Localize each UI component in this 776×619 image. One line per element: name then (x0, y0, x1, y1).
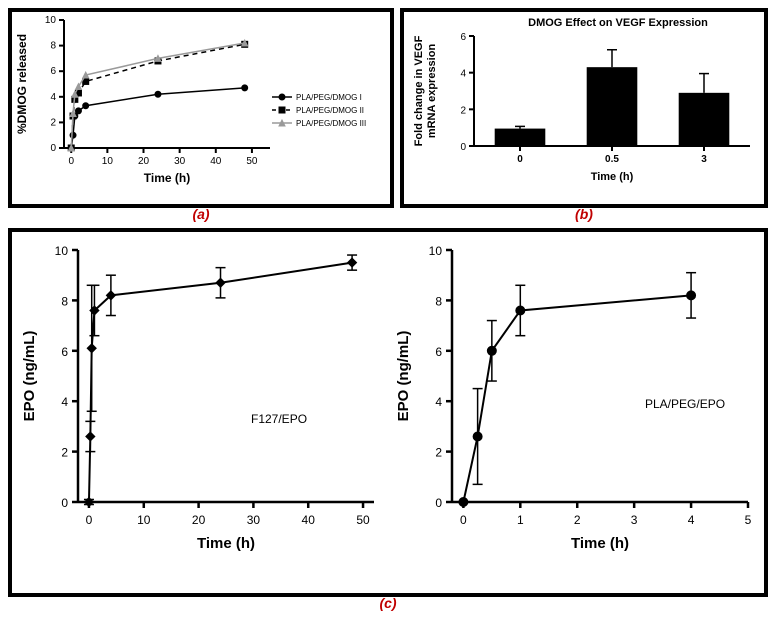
svg-text:0: 0 (50, 143, 56, 154)
svg-text:6: 6 (61, 345, 68, 359)
svg-text:4: 4 (688, 513, 695, 527)
svg-text:EPO (ng/mL): EPO (ng/mL) (395, 331, 412, 422)
panel-c: 024681001020304050Time (h)EPO (ng/mL)F12… (8, 228, 768, 597)
svg-text:0: 0 (68, 156, 74, 167)
svg-text:0: 0 (517, 154, 523, 165)
svg-text:0: 0 (61, 496, 68, 510)
svg-text:8: 8 (61, 294, 68, 308)
svg-text:30: 30 (247, 513, 261, 527)
svg-text:20: 20 (192, 513, 206, 527)
svg-text:0: 0 (460, 513, 467, 527)
svg-text:PLA/PEG/DMOG II: PLA/PEG/DMOG II (296, 106, 364, 115)
chart-a-svg: 0 2 4 6 8 10 0 10 20 30 40 50 Time (h) %DMOG released… (12, 12, 390, 188)
svg-text:Time (h): Time (h) (144, 171, 190, 185)
svg-text:4: 4 (50, 92, 56, 103)
svg-text:2: 2 (50, 117, 56, 128)
panel-b: DMOG Effect on VEGF Expression 0 2 4 6 Fold c… (400, 8, 768, 208)
svg-text:30: 30 (174, 156, 186, 167)
top-row: 024681001020304050Time (h)%DMOG released… (8, 8, 768, 222)
svg-text:4: 4 (460, 69, 466, 80)
svg-text:6: 6 (460, 32, 466, 43)
svg-text:Time (h): Time (h) (197, 535, 255, 552)
svg-text:10: 10 (45, 15, 57, 26)
chart-c-left-svg: 0 2 4 6 8 10 0 10 20 30 40 50 Time (h) EPO (ng/mL) F12… (16, 238, 386, 558)
svg-text:40: 40 (302, 513, 316, 527)
svg-text:EPO (ng/mL): EPO (ng/mL) (21, 331, 38, 422)
svg-text:4: 4 (61, 395, 68, 409)
svg-text:Fold change in VEGF: Fold change in VEGF (413, 35, 425, 146)
caption-b: (b) (400, 206, 768, 222)
svg-text:6: 6 (50, 66, 56, 77)
svg-text:PLA/PEG/DMOG III: PLA/PEG/DMOG III (296, 119, 366, 128)
svg-text:0.5: 0.5 (605, 154, 619, 165)
svg-text:PLA/PEG/DMOG I: PLA/PEG/DMOG I (296, 93, 362, 102)
svg-text:DMOG Effect on VEGF Expression: DMOG Effect on VEGF Expression (528, 17, 708, 29)
svg-text:10: 10 (429, 244, 443, 258)
svg-text:Time (h): Time (h) (571, 535, 629, 552)
svg-text:2: 2 (460, 105, 466, 116)
panel-a-wrapper: 0 2 4 6 8 10 0 10 20 30 40 50 Time (h) %DMOG released… (8, 8, 394, 222)
svg-text:0: 0 (86, 513, 93, 527)
chart-c-right-svg: 0 2 4 6 8 10 0 1 2 3 4 5 Time (h) EPO (ng/mL) PLA/PEG/… (390, 238, 760, 558)
svg-text:50: 50 (246, 156, 258, 167)
svg-text:10: 10 (102, 156, 114, 167)
svg-text:6: 6 (435, 345, 442, 359)
svg-text:2: 2 (574, 513, 581, 527)
svg-text:8: 8 (50, 41, 56, 52)
panel-b-wrapper: DMOG Effect on VEGF Expression 0 2 4 6 Fold c… (400, 8, 768, 222)
svg-text:3: 3 (701, 154, 707, 165)
svg-text:3: 3 (631, 513, 638, 527)
svg-text:5: 5 (745, 513, 752, 527)
svg-text:%DMOG released: %DMOG released (15, 34, 29, 134)
svg-text:40: 40 (210, 156, 222, 167)
svg-text:2: 2 (61, 446, 68, 460)
caption-a: (a) (8, 206, 394, 222)
svg-text:PLA/PEG/EPO: PLA/PEG/EPO (645, 397, 725, 411)
svg-text:Time (h): Time (h) (591, 171, 634, 183)
svg-text:1: 1 (517, 513, 524, 527)
chart-b-svg: DMOG Effect on VEGF Expression 0 2 4 6 Fold c… (404, 12, 764, 188)
svg-text:4: 4 (435, 395, 442, 409)
panel-c-wrapper: 024681001020304050Time (h)EPO (ng/mL)F12… (8, 228, 768, 611)
svg-text:F127/EPO: F127/EPO (251, 412, 307, 426)
caption-c: (c) (8, 595, 768, 611)
svg-text:0: 0 (460, 142, 466, 153)
svg-text:20: 20 (138, 156, 150, 167)
svg-text:8: 8 (435, 294, 442, 308)
svg-text:50: 50 (356, 513, 370, 527)
svg-text:mRNA expression: mRNA expression (426, 44, 438, 139)
svg-text:10: 10 (55, 244, 69, 258)
svg-text:2: 2 (435, 446, 442, 460)
panel-a: 0 2 4 6 8 10 0 10 20 30 40 50 Time (h) %DMOG released… (8, 8, 394, 208)
figure-container: 024681001020304050Time (h)%DMOG released… (8, 8, 768, 611)
panel-c-row: 024681001020304050Time (h)EPO (ng/mL)F12… (12, 238, 764, 558)
svg-text:10: 10 (137, 513, 151, 527)
svg-text:0: 0 (435, 496, 442, 510)
